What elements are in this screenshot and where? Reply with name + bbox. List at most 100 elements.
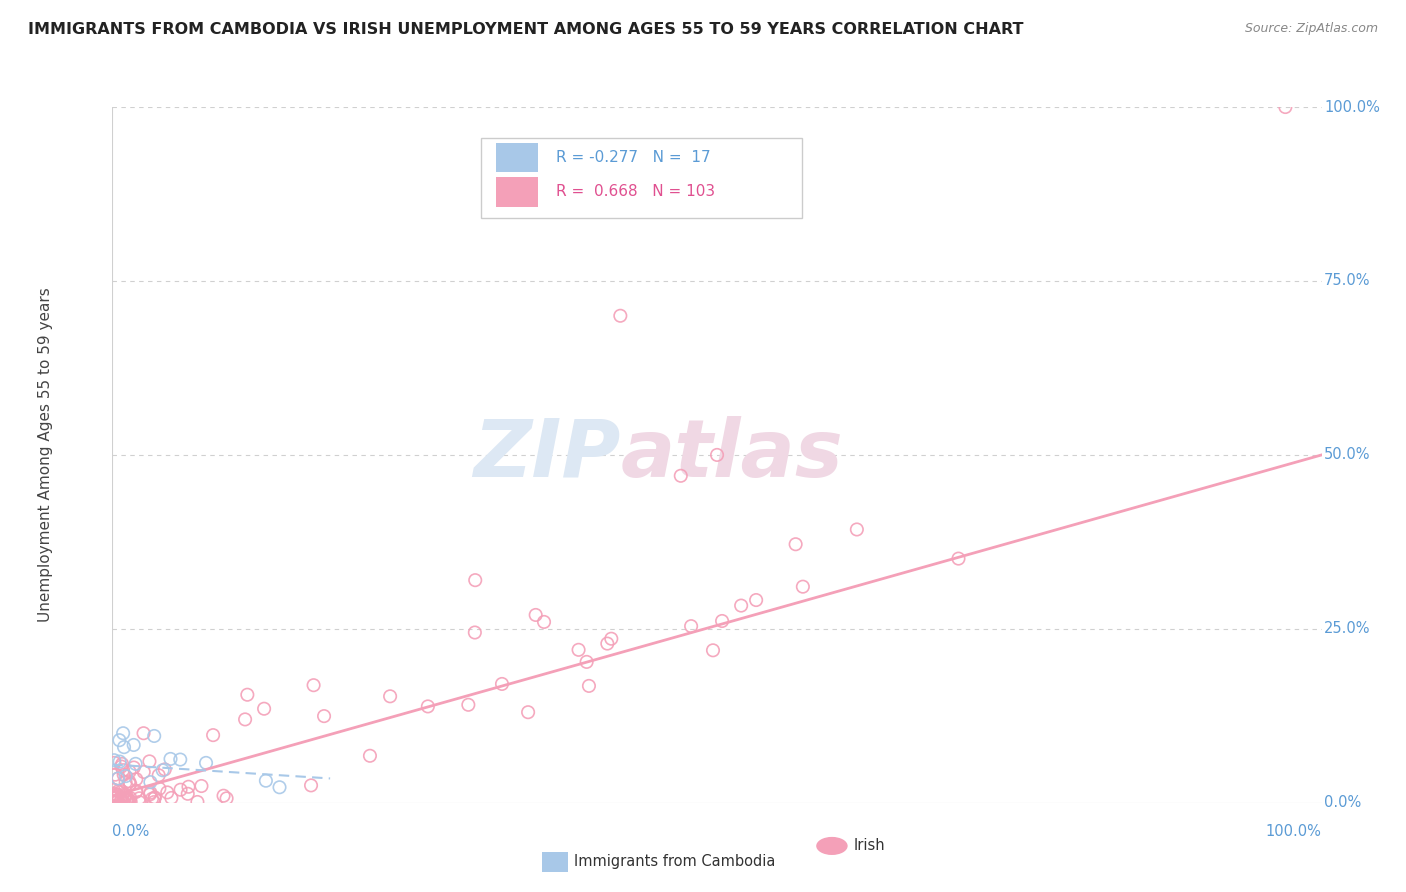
Text: 75.0%: 75.0% [1324, 274, 1371, 288]
Point [156, 785, 179, 799]
Point [299, 778, 322, 792]
Point [669, 468, 692, 483]
Point [190, 779, 212, 793]
Point [104, 790, 127, 805]
Point [112, 763, 135, 777]
Point [117, 792, 139, 806]
Point [578, 679, 600, 693]
Point [745, 593, 768, 607]
Point [186, 795, 208, 809]
Point [103, 756, 125, 770]
Point [124, 756, 146, 771]
Point [108, 755, 131, 769]
Point [153, 763, 176, 777]
Point [143, 729, 166, 743]
Point [115, 792, 138, 806]
Point [575, 655, 598, 669]
Point [233, 713, 256, 727]
Point [254, 773, 277, 788]
Point [457, 698, 479, 712]
Point [114, 769, 136, 783]
Point [169, 753, 191, 767]
Text: 50.0%: 50.0% [1324, 448, 1371, 462]
Point [118, 793, 141, 807]
Point [378, 690, 401, 704]
Point [128, 791, 150, 805]
Point [132, 726, 155, 740]
Point [118, 774, 141, 789]
Point [730, 599, 752, 613]
Point [112, 795, 135, 809]
Point [269, 780, 291, 795]
Text: Irish: Irish [853, 838, 886, 854]
Point [143, 791, 166, 805]
Text: ZIP: ZIP [472, 416, 620, 494]
Point [128, 795, 150, 809]
Point [108, 733, 131, 747]
Bar [496, 143, 538, 172]
Point [160, 791, 183, 805]
FancyBboxPatch shape [481, 138, 801, 219]
Point [159, 752, 181, 766]
Point [195, 756, 218, 770]
Point [609, 309, 631, 323]
Point [107, 784, 129, 798]
Text: atlas: atlas [620, 416, 844, 494]
Point [112, 726, 135, 740]
Point [464, 573, 486, 587]
Text: Immigrants from Cambodia: Immigrants from Cambodia [575, 855, 776, 870]
Text: 100.0%: 100.0% [1265, 823, 1322, 838]
Point [110, 759, 132, 773]
Point [359, 748, 381, 763]
Point [416, 699, 439, 714]
Text: IMMIGRANTS FROM CAMBODIA VS IRISH UNEMPLOYMENT AMONG AGES 55 TO 59 YEARS CORRELA: IMMIGRANTS FROM CAMBODIA VS IRISH UNEMPL… [28, 22, 1024, 37]
Point [596, 637, 619, 651]
Text: 0.0%: 0.0% [112, 823, 149, 838]
Point [104, 767, 127, 781]
Point [111, 791, 134, 805]
Point [253, 702, 276, 716]
Point [139, 786, 162, 800]
Point [125, 784, 148, 798]
Point [107, 772, 129, 786]
Point [120, 795, 142, 809]
Point [111, 795, 134, 809]
Point [111, 788, 134, 802]
Point [302, 678, 325, 692]
Point [105, 795, 128, 809]
Point [524, 607, 547, 622]
Point [114, 775, 136, 789]
Text: 100.0%: 100.0% [1324, 100, 1379, 114]
Point [139, 788, 162, 802]
Point [110, 794, 132, 808]
Point [112, 790, 135, 805]
Point [105, 788, 128, 802]
Point [120, 791, 142, 805]
Point [103, 783, 125, 797]
Bar [541, 852, 568, 872]
Point [845, 523, 868, 537]
Point [103, 789, 125, 803]
Point [568, 643, 591, 657]
Text: Unemployment Among Ages 55 to 59 years: Unemployment Among Ages 55 to 59 years [38, 287, 53, 623]
Point [706, 448, 728, 462]
Text: Source: ZipAtlas.com: Source: ZipAtlas.com [1244, 22, 1378, 36]
Point [110, 784, 132, 798]
Point [212, 789, 235, 803]
Point [143, 790, 166, 805]
Point [169, 782, 191, 797]
Point [107, 772, 129, 786]
Point [115, 788, 138, 802]
Point [533, 615, 555, 629]
Point [112, 768, 135, 782]
Point [143, 795, 166, 809]
Point [1274, 100, 1296, 114]
Point [111, 756, 134, 771]
Text: 25.0%: 25.0% [1324, 622, 1371, 636]
Point [125, 772, 148, 787]
Point [792, 580, 814, 594]
Point [141, 792, 163, 806]
Point [107, 794, 129, 808]
Point [139, 775, 162, 789]
Point [115, 792, 138, 806]
